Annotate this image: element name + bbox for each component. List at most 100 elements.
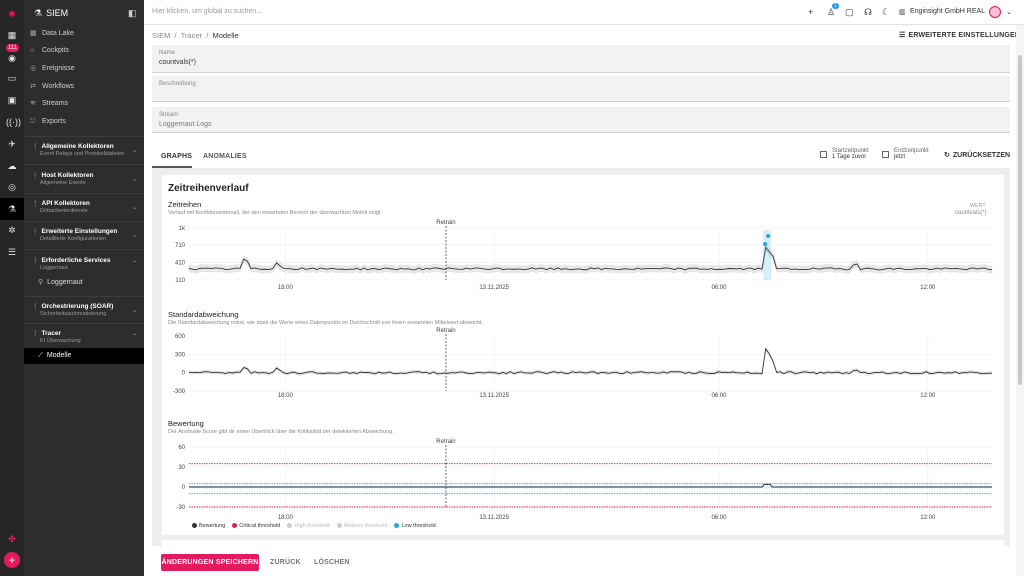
support-icon[interactable]: ☊ <box>864 7 872 17</box>
chevron-down-icon[interactable]: ⌄ <box>132 148 138 154</box>
hierarchy-icon[interactable]: ♙ <box>827 7 836 17</box>
back-button[interactable]: ZURÜCK <box>270 559 301 566</box>
legend-label: Critical threshold <box>239 523 281 529</box>
scrollbar-thumb[interactable] <box>1018 55 1022 385</box>
chevron-down-icon[interactable]: ⌄ <box>132 233 138 239</box>
fingerprint-icon[interactable]: ◎ <box>8 182 16 192</box>
anomaly-point <box>766 234 771 238</box>
delete-button[interactable]: LÖSCHEN <box>314 559 350 566</box>
logo-icon[interactable]: ✱ <box>8 9 16 19</box>
bug-icon[interactable]: ✲ <box>8 225 16 235</box>
group-orchestrierung[interactable]: ⋮ Orchestrierung (SOAR) Sicherheitsautomat… <box>32 302 142 317</box>
x-tick-label: 13.11.2025 <box>479 393 509 399</box>
score-line <box>189 483 992 488</box>
divider <box>24 221 144 222</box>
settings-icon[interactable]: ✤ <box>8 534 16 544</box>
plane-icon[interactable]: ✈ <box>8 139 16 149</box>
legend-swatch <box>192 523 197 528</box>
divider <box>24 164 144 165</box>
series-line <box>188 347 993 375</box>
confidence-band <box>188 346 993 376</box>
drag-handle-icon: ⋮ <box>32 172 39 179</box>
legend-item[interactable]: Critical threshold <box>232 523 280 529</box>
sidebar-item-exports[interactable]: ⎋ Exports <box>30 115 140 129</box>
company-name[interactable]: Enginsight GmbH REAL <box>910 8 986 15</box>
breadcrumb-siem[interactable]: SIEM <box>152 31 171 40</box>
chart-desc-standardabweichung: Die Standardabweichung misst, wie stark … <box>168 320 484 326</box>
global-search-input[interactable]: Hier klicken, um global zu suchen... <box>152 8 263 15</box>
sidebar-item-loggernaut[interactable]: ⚲ Loggernaut <box>24 275 144 291</box>
legend-item[interactable]: Bewertung <box>192 523 225 529</box>
notification-badge: 1 <box>832 3 839 9</box>
chevron-down-icon[interactable]: ⌄ <box>1006 9 1012 16</box>
y-tick-label: 0 <box>182 485 186 491</box>
anomaly-highlight <box>763 230 772 280</box>
legend-label: High threshold <box>294 523 330 529</box>
moon-icon[interactable]: ☾ <box>882 7 891 17</box>
start-time-value: 1 Tage zuvor <box>832 154 867 160</box>
group-tracer[interactable]: ⋮ Tracer KI Überwachung <box>32 329 142 344</box>
legend-item[interactable]: Low threshold <box>394 523 436 529</box>
chevron-down-icon[interactable]: ⌄ <box>132 205 138 211</box>
cloud-icon[interactable]: ☁ <box>7 161 17 171</box>
broadcast-icon[interactable]: ((·)) <box>6 117 21 127</box>
model-icon: ⟋ <box>38 352 43 359</box>
page-scrollbar[interactable] <box>1016 25 1024 576</box>
advanced-settings-button[interactable]: ☰ ERWEITERTE EINSTELLUNGEN <box>899 31 1020 39</box>
loggernaut-icon: ⚲ <box>38 279 44 286</box>
group-subtitle: Sicherheitsautomatisierung <box>40 311 107 317</box>
tab-graphs[interactable]: GRAPHS <box>161 153 193 160</box>
tab-anomalies[interactable]: ANOMALIES <box>203 153 247 160</box>
group-api-kollektoren[interactable]: ⋮ API Kollektoren Drittanbieterdienste <box>32 199 142 214</box>
timeseries-chart[interactable]: 1k 710 410 110 18:00 13.11.2025 06:00 12:00 Retr… <box>162 216 1004 296</box>
collapse-sidebar-icon[interactable]: ◧ <box>128 8 137 18</box>
sidebar-item-data-lake[interactable]: ▦ Data Lake <box>30 27 140 41</box>
window-icon[interactable]: ▣ <box>7 95 17 105</box>
avatar[interactable] <box>989 6 1001 18</box>
sidebar-item-label: Workflows <box>42 83 75 90</box>
sidebar-item-cockpits[interactable]: ⌂ Cockpits <box>30 44 140 58</box>
plus-icon[interactable]: + <box>808 7 814 17</box>
group-erforderliche-services[interactable]: ⋮ Erforderliche Services Loggernaut <box>32 256 142 271</box>
group-erweiterte-einstellungen[interactable]: ⋮ Erweiterte Einstellungen Detaillierte Ko… <box>32 227 142 242</box>
sidebar-item-ereignisse[interactable]: ◎ Ereignisse <box>30 62 140 76</box>
stddev-chart[interactable]: 600 300 0 -300 18:00 13.11.2025 06:00 12:00 Retr… <box>162 326 1004 402</box>
sliders-icon[interactable]: ☰ <box>7 247 17 257</box>
chevron-up-icon[interactable]: ⌃ <box>132 261 138 267</box>
retrain-label: Retrain <box>436 328 455 334</box>
alerts-icon[interactable]: ◉ <box>8 53 16 63</box>
siem-icon[interactable]: ⚗ <box>0 198 24 220</box>
sidebar-item-modelle[interactable]: ⟋ Modelle <box>24 348 144 364</box>
anomaly-point <box>763 242 768 246</box>
x-tick-label: 13.11.2025 <box>479 515 509 521</box>
end-time-picker[interactable]: Endzeitpunkt jetzt <box>882 148 929 160</box>
chevron-up-icon[interactable]: ⌃ <box>132 334 138 340</box>
y-tick-label: -30 <box>176 505 185 511</box>
chevron-down-icon[interactable]: ⌄ <box>132 177 138 183</box>
add-button[interactable]: + <box>4 552 20 568</box>
chevron-down-icon[interactable]: ⌄ <box>132 308 138 314</box>
name-field[interactable]: Name countvals(*) <box>152 45 1010 73</box>
streams-icon: ≋ <box>30 100 36 107</box>
group-allgemeine-kollektoren[interactable]: ⋮ Allgemeine Kollektoren Event Relays und … <box>32 142 142 157</box>
description-field[interactable]: Beschreibung <box>152 76 1010 102</box>
group-title: API Kollektoren <box>41 200 90 207</box>
legend-swatch <box>394 523 400 528</box>
legend-item[interactable]: High threshold <box>287 523 330 529</box>
legend-item[interactable]: Medium threshold <box>336 523 387 529</box>
breadcrumb-tracer[interactable]: Tracer <box>180 31 203 40</box>
dashboard-icon[interactable]: ▦ <box>7 30 17 40</box>
reset-button[interactable]: ↻ ZURÜCKSETZEN <box>944 151 1010 159</box>
save-button[interactable]: ÄNDERUNGEN SPEICHERN <box>161 554 259 571</box>
sidebar-item-workflows[interactable]: ⇄ Workflows <box>30 80 140 94</box>
divider <box>24 193 144 194</box>
group-host-kollektoren[interactable]: ⋮ Host Kollektoren Allgemeine Events <box>32 171 142 186</box>
sidebar-item-streams[interactable]: ≋ Streams <box>30 97 140 111</box>
score-chart[interactable]: 60 30 0 -30 18:00 13.11.2025 06:00 12:00 Retrain <box>162 435 1004 521</box>
end-time-label: Endzeitpunkt <box>894 148 929 154</box>
start-time-picker[interactable]: Startzeitpunkt 1 Tage zuvor <box>820 148 869 160</box>
y-tick-label: 30 <box>178 465 185 471</box>
devices-icon[interactable]: ▭ <box>7 73 17 83</box>
y-tick-label: 0 <box>182 371 186 377</box>
chat-icon[interactable]: ▢ <box>845 7 854 17</box>
